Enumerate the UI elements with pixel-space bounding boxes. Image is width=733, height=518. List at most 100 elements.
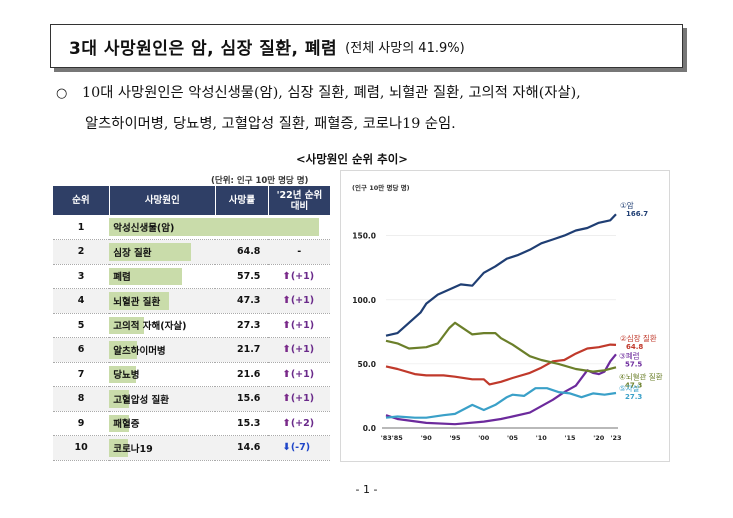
change-cell: - <box>268 239 330 265</box>
series-value-label: 27.3 <box>625 393 642 401</box>
cause-cell: 고혈압성 질환 <box>109 386 216 412</box>
rate-bar <box>109 243 191 261</box>
series-label: ④뇌혈관 질환 <box>619 371 663 381</box>
rank-cell: 1 <box>53 215 110 240</box>
cause-cell: 당뇨병 <box>109 362 216 387</box>
y-tick-label: 0.0 <box>363 424 376 433</box>
cause-cell: 악성신생물(암) <box>109 215 320 240</box>
header-change: '22년 순위 대비 <box>268 186 330 215</box>
rank-table-header: 순위 사망원인 사망률 '22년 순위 대비 <box>53 186 330 215</box>
table-row: 6 알츠하이머병 21.7 ⬆(+1) <box>53 337 330 363</box>
table-row: 9 패혈증 15.3 ⬆(+2) <box>53 411 330 436</box>
title-box: 3대 사망원인은 암, 심장 질환, 폐렴 (전체 사망의 41.9%) <box>50 24 683 68</box>
rate-cell: 47.3 <box>215 288 269 314</box>
cause-label: 뇌혈관 질환 <box>113 296 161 308</box>
change-cell: ⬆(+1) <box>268 362 330 387</box>
rate-cell: 15.3 <box>215 411 269 436</box>
change-label: (+1) <box>290 393 315 405</box>
rank-cell: 4 <box>53 288 110 314</box>
arrow-up-icon: ⬆ <box>282 270 291 282</box>
rate-bar <box>109 414 129 432</box>
table-row: 8 고혈압성 질환 15.6 ⬆(+1) <box>53 386 330 412</box>
change-label: (-7) <box>290 442 311 454</box>
change-cell: ⬆(+1) <box>268 264 330 289</box>
change-cell: ⬆(+1) <box>268 313 330 338</box>
x-tick-label: '23 <box>610 434 621 442</box>
change-label: (+1) <box>290 319 315 331</box>
series-value-label: 57.5 <box>625 360 642 368</box>
cause-label: 폐렴 <box>113 272 131 284</box>
trend-chart: (인구 10만 명당 명) 0.0 50.0 100.0 150.0 '83'85 '90 '… <box>352 183 663 442</box>
arrow-up-icon: ⬆ <box>282 344 291 356</box>
change-label: (+2) <box>290 417 315 429</box>
page-title: 3대 사망원인은 암, 심장 질환, 폐렴 <box>69 38 338 59</box>
change-cell: ⬇(-7) <box>268 435 330 461</box>
y-axis-label: (인구 10만 명당 명) <box>352 183 410 192</box>
rate-bar <box>109 439 128 457</box>
rank-cell: 8 <box>53 386 110 412</box>
table-row: 3 폐렴 57.5 ⬆(+1) <box>53 264 330 289</box>
change-label: (+1) <box>290 295 315 307</box>
series-line <box>385 213 617 337</box>
cause-label: 당뇨병 <box>113 370 140 382</box>
y-tick-label: 150.0 <box>352 232 376 241</box>
arrow-up-icon: ⬆ <box>282 295 291 307</box>
header-rate: 사망률 <box>215 186 269 215</box>
bullet-mark: ○ <box>56 86 68 101</box>
rank-cell: 10 <box>53 435 110 461</box>
chart-title: <사망원인 순위 추이> <box>296 152 408 166</box>
cause-label: 고의적 자해(자살) <box>113 321 187 333</box>
series-label: ③폐렴 <box>619 350 640 360</box>
series-label: ①암 <box>620 200 634 210</box>
rate-cell: 64.8 <box>215 239 269 265</box>
rank-cell: 7 <box>53 362 110 387</box>
rate-bar <box>109 267 182 285</box>
rate-bar <box>109 316 144 334</box>
change-cell: ⬆(+1) <box>268 288 330 314</box>
cause-cell: 심장 질환 <box>109 239 216 265</box>
cause-cell: 뇌혈관 질환 <box>109 288 216 314</box>
change-cell: ⬆(+2) <box>268 411 330 436</box>
cause-label: 코로나19 <box>113 443 153 455</box>
rank-cell: 2 <box>53 239 110 265</box>
x-tick-label: '10 <box>536 434 548 442</box>
rate-bar <box>109 390 129 408</box>
rank-cell: 6 <box>53 337 110 363</box>
chart-frame <box>340 170 670 462</box>
x-tick-label: '95 <box>449 434 461 442</box>
series-label: ②심장 질환 <box>620 333 657 343</box>
page-number: - 1 - <box>355 483 378 496</box>
series-line <box>385 321 617 373</box>
change-cell: ⬆(+1) <box>268 337 330 363</box>
y-tick-label: 100.0 <box>352 296 376 305</box>
x-tick-label: '83'85 <box>381 434 404 442</box>
y-tick-label: 50.0 <box>357 360 376 369</box>
arrow-up-icon: ⬆ <box>282 393 291 405</box>
rank-table: 순위 사망원인 사망률 '22년 순위 대비 1악성신생물(암)166.7-2심… <box>53 186 330 461</box>
cause-label: 알츠하이머병 <box>113 345 166 357</box>
arrow-down-icon: ⬇ <box>282 442 291 454</box>
rate-cell: 21.6 <box>215 362 269 387</box>
series-value-label: 64.8 <box>626 343 643 351</box>
rate-bar <box>109 292 169 310</box>
bullet-line-1: 10대 사망원인은 악성신생물(암), 심장 질환, 폐렴, 뇌혈관 질환, 고… <box>82 85 581 101</box>
cause-cell: 코로나19 <box>109 435 216 461</box>
unit-note: (단위: 인구 10만 명당 명) <box>211 176 309 186</box>
rate-bar <box>109 365 137 383</box>
x-tick-label: '15 <box>564 434 576 442</box>
x-tick-label: '20 <box>593 434 605 442</box>
table-row: 5 고의적 자해(자살) 27.3 ⬆(+1) <box>53 313 330 338</box>
series-line <box>385 353 617 426</box>
series-label: ⑤자살 <box>619 384 640 393</box>
rank-cell: 5 <box>53 313 110 338</box>
cause-label: 고혈압성 질환 <box>113 394 169 406</box>
change-label: (+1) <box>290 270 315 282</box>
rate-cell: 21.7 <box>215 337 269 363</box>
change-label: - <box>297 246 302 258</box>
series-value-label: 47.3 <box>625 381 642 389</box>
table-row: 4 뇌혈관 질환 47.3 ⬆(+1) <box>53 288 330 314</box>
cause-cell: 폐렴 <box>109 264 216 289</box>
x-tick-label: '00 <box>478 434 490 442</box>
cause-cell: 알츠하이머병 <box>109 337 216 363</box>
